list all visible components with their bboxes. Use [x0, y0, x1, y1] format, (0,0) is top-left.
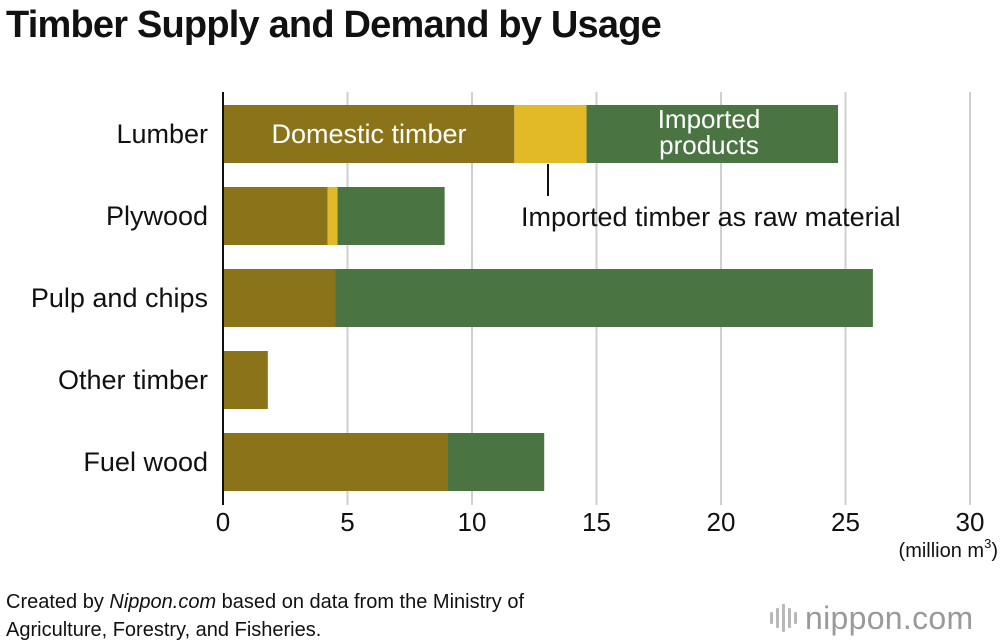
category-label-pulp-and-chips: Pulp and chips — [31, 283, 208, 313]
bar-lumber-imported-timber-as-raw-material — [514, 105, 587, 163]
imported-products-label-line1: Imported — [658, 104, 761, 134]
source-site: Nippon.com — [109, 591, 217, 613]
category-labels: Lumber Plywood Pulp and chips Other timber F… — [31, 119, 208, 477]
source-prefix: Created by — [6, 591, 110, 613]
x-tick-label-0: 0 — [216, 507, 230, 537]
imported-raw-material-label: Imported timber as raw material — [521, 202, 901, 232]
unit-close: ) — [991, 540, 998, 562]
x-tick-label-10: 10 — [458, 507, 487, 537]
bar-lumber-imported-products — [586, 105, 839, 163]
unit-text: (million m — [899, 540, 985, 562]
chart-title: Timber Supply and Demand by Usage — [6, 4, 662, 46]
bar-fuel-wood-imported-products — [447, 433, 545, 491]
brand-wordmark: nippon.com — [805, 599, 974, 636]
bar-pulp-and-chips-domestic-timber — [223, 269, 336, 327]
bar-pulp-and-chips-imported-products — [335, 269, 873, 327]
bars — [223, 105, 873, 491]
unit-superscript: 3 — [984, 536, 991, 551]
source-note: Created by Nippon.com based on data from… — [6, 588, 524, 644]
category-label-other-timber: Other timber — [58, 365, 208, 395]
x-tick-label-20: 20 — [707, 507, 736, 537]
nippon-logo-bars-icon — [770, 604, 797, 632]
domestic-timber-label: Domestic timber — [271, 119, 466, 149]
bar-plywood-imported-timber-as-raw-material — [327, 187, 338, 245]
x-tick-label-30: 30 — [956, 507, 985, 537]
unit-label: (million m3) — [899, 536, 998, 562]
bar-lumber-domestic-timber — [223, 105, 515, 163]
bar-fuel-wood-domestic-timber — [223, 433, 448, 491]
category-label-plywood: Plywood — [106, 201, 208, 231]
source-line-1: Created by Nippon.com based on data from… — [6, 588, 524, 616]
x-tick-label-25: 25 — [831, 507, 860, 537]
bar-plywood-domestic-timber — [223, 187, 328, 245]
bar-other-timber-domestic-timber — [223, 351, 268, 409]
category-label-fuel-wood: Fuel wood — [83, 447, 208, 477]
source-line-2: Agriculture, Forestry, and Fisheries. — [6, 619, 322, 641]
x-tick-labels: 0 5 10 15 20 25 30 — [216, 507, 985, 537]
brand-logo: nippon.com — [770, 600, 973, 636]
imported-products-label-line2: products — [659, 130, 759, 160]
bar-plywood-imported-products — [337, 187, 445, 245]
stacked-bar-chart: Lumber Plywood Pulp and chips Other timber F… — [31, 92, 998, 562]
source-line1-rest: based on data from the Ministry of — [216, 591, 525, 613]
category-label-lumber: Lumber — [116, 119, 208, 149]
x-tick-label-5: 5 — [340, 507, 354, 537]
x-tick-label-15: 15 — [582, 507, 611, 537]
